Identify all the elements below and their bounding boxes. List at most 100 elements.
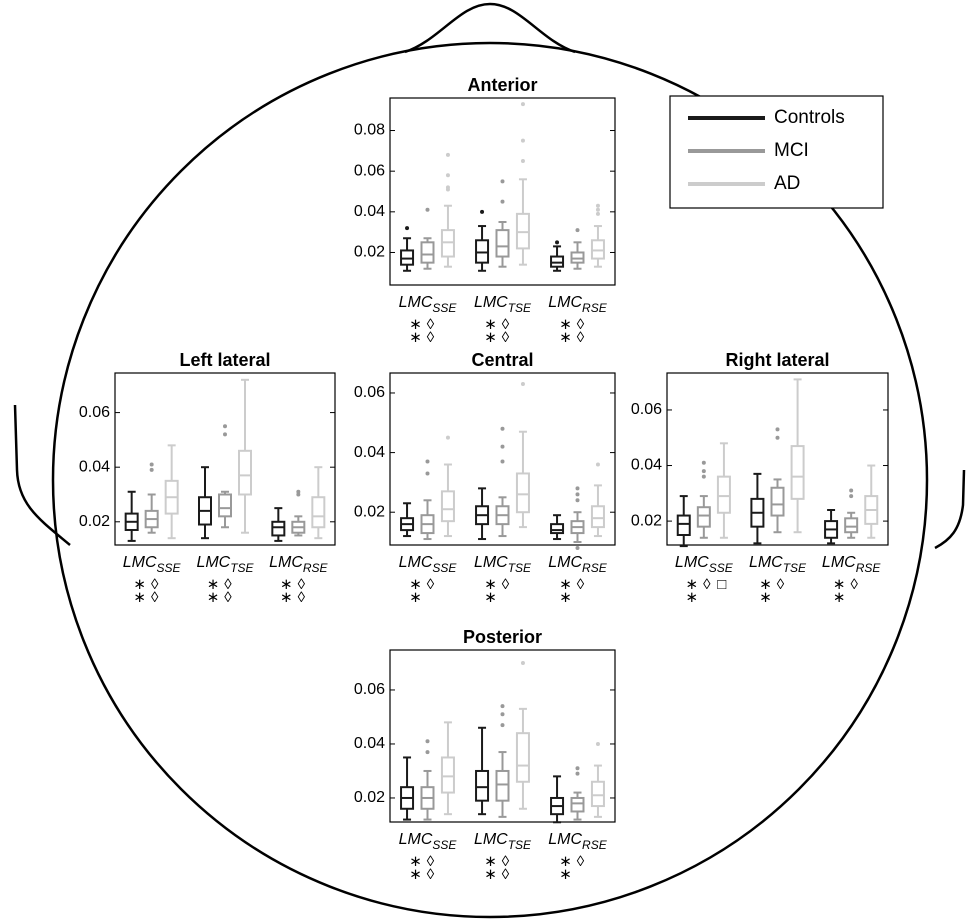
significance-marker: □ bbox=[717, 576, 726, 593]
significance-marker: ◊ bbox=[577, 316, 585, 333]
y-tick-label: 0.06 bbox=[79, 404, 110, 421]
y-tick-label: 0.06 bbox=[354, 162, 385, 179]
outlier bbox=[500, 426, 505, 431]
category-main: LMC bbox=[196, 554, 230, 571]
outlier bbox=[555, 240, 560, 245]
significance-marker: ◊ bbox=[502, 576, 510, 593]
significance-marker: ◊ bbox=[298, 589, 306, 606]
category-subscript: TSE bbox=[508, 838, 532, 852]
significance-marker: ◊ bbox=[427, 866, 435, 883]
outlier bbox=[500, 444, 505, 449]
outlier bbox=[575, 766, 580, 771]
right-ear bbox=[934, 469, 966, 550]
outlier bbox=[149, 467, 154, 472]
significance-marker: ∗ bbox=[484, 576, 497, 593]
box bbox=[440, 229, 455, 258]
outlier bbox=[500, 459, 505, 464]
panel-title: Posterior bbox=[463, 627, 542, 647]
outlier bbox=[575, 498, 580, 503]
outlier bbox=[500, 179, 505, 184]
box bbox=[218, 493, 232, 518]
box bbox=[311, 496, 326, 529]
outlier bbox=[500, 712, 505, 717]
significance-marker: ∗ bbox=[409, 589, 422, 606]
nose bbox=[404, 2, 576, 54]
outlier bbox=[595, 462, 600, 467]
y-tick-label: 0.04 bbox=[631, 457, 662, 474]
significance-marker: ∗ bbox=[686, 589, 699, 606]
significance-marker: ◊ bbox=[427, 329, 435, 346]
significance-marker: ◊ bbox=[703, 576, 711, 593]
category-subscript: TSE bbox=[783, 561, 807, 575]
y-tick-label: 0.04 bbox=[354, 203, 385, 220]
category-label: LMCTSE bbox=[474, 831, 532, 852]
outlier bbox=[595, 741, 600, 746]
significance-marker: ∗ bbox=[759, 576, 772, 593]
outlier bbox=[425, 207, 430, 212]
category-main: LMC bbox=[474, 831, 508, 848]
significance-marker: ∗ bbox=[484, 329, 497, 346]
legend-label: Controls bbox=[774, 107, 845, 128]
outlier bbox=[575, 486, 580, 491]
outlier bbox=[520, 138, 525, 143]
outlier bbox=[500, 199, 505, 204]
category-label: LMCSSE bbox=[675, 554, 734, 575]
category-main: LMC bbox=[269, 554, 303, 571]
category-subscript: RSE bbox=[582, 301, 608, 315]
significance-marker: ∗ bbox=[409, 316, 422, 333]
outlier bbox=[425, 471, 430, 476]
outlier bbox=[849, 494, 854, 499]
y-tick-label: 0.06 bbox=[631, 401, 662, 418]
category-label: LMCSSE bbox=[399, 294, 458, 315]
significance-marker: ◊ bbox=[224, 589, 232, 606]
outlier bbox=[425, 750, 430, 755]
outlier bbox=[575, 771, 580, 776]
category-subscript: RSE bbox=[582, 561, 608, 575]
category-subscript: RSE bbox=[303, 561, 329, 575]
box bbox=[696, 506, 711, 528]
significance-marker: ∗ bbox=[559, 866, 572, 883]
category-subscript: RSE bbox=[856, 561, 882, 575]
category-label: LMCRSE bbox=[548, 554, 607, 575]
box bbox=[495, 229, 510, 258]
significance-marker: ∗ bbox=[484, 589, 497, 606]
significance-marker: ∗ bbox=[484, 316, 497, 333]
category-main: LMC bbox=[548, 554, 582, 571]
outlier bbox=[296, 489, 301, 494]
significance-marker: ∗ bbox=[686, 576, 699, 593]
category-label: LMCTSE bbox=[196, 554, 254, 575]
outlier bbox=[480, 209, 485, 214]
significance-marker: ∗ bbox=[133, 589, 146, 606]
outlier bbox=[520, 159, 525, 164]
significance-marker: ∗ bbox=[280, 589, 293, 606]
significance-marker: ◊ bbox=[151, 576, 159, 593]
panel-title: Anterior bbox=[467, 75, 537, 95]
category-subscript: SSE bbox=[157, 561, 182, 575]
category-main: LMC bbox=[675, 554, 709, 571]
outlier bbox=[405, 226, 410, 231]
significance-marker: ∗ bbox=[833, 576, 846, 593]
outlier bbox=[520, 660, 525, 665]
category-main: LMC bbox=[399, 294, 433, 311]
significance-marker: ◊ bbox=[577, 576, 585, 593]
category-subscript: RSE bbox=[582, 838, 608, 852]
category-main: LMC bbox=[399, 554, 433, 571]
significance-marker: ∗ bbox=[484, 853, 497, 870]
category-main: LMC bbox=[399, 831, 433, 848]
significance-marker: ∗ bbox=[559, 576, 572, 593]
plot-area bbox=[389, 649, 616, 823]
outlier bbox=[500, 704, 505, 709]
significance-marker: ∗ bbox=[207, 576, 220, 593]
significance-marker: ◊ bbox=[502, 866, 510, 883]
significance-marker: ◊ bbox=[502, 329, 510, 346]
box bbox=[475, 239, 490, 264]
outlier bbox=[223, 432, 227, 437]
significance-marker: ∗ bbox=[409, 866, 422, 883]
category-main: LMC bbox=[474, 554, 508, 571]
outlier bbox=[445, 173, 450, 178]
category-main: LMC bbox=[822, 554, 856, 571]
significance-marker: ◊ bbox=[502, 316, 510, 333]
box bbox=[716, 475, 731, 514]
significance-marker: ∗ bbox=[133, 576, 146, 593]
